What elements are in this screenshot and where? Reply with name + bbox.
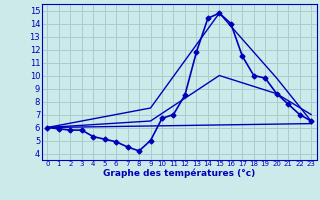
X-axis label: Graphe des températures (°c): Graphe des températures (°c) (103, 169, 255, 178)
